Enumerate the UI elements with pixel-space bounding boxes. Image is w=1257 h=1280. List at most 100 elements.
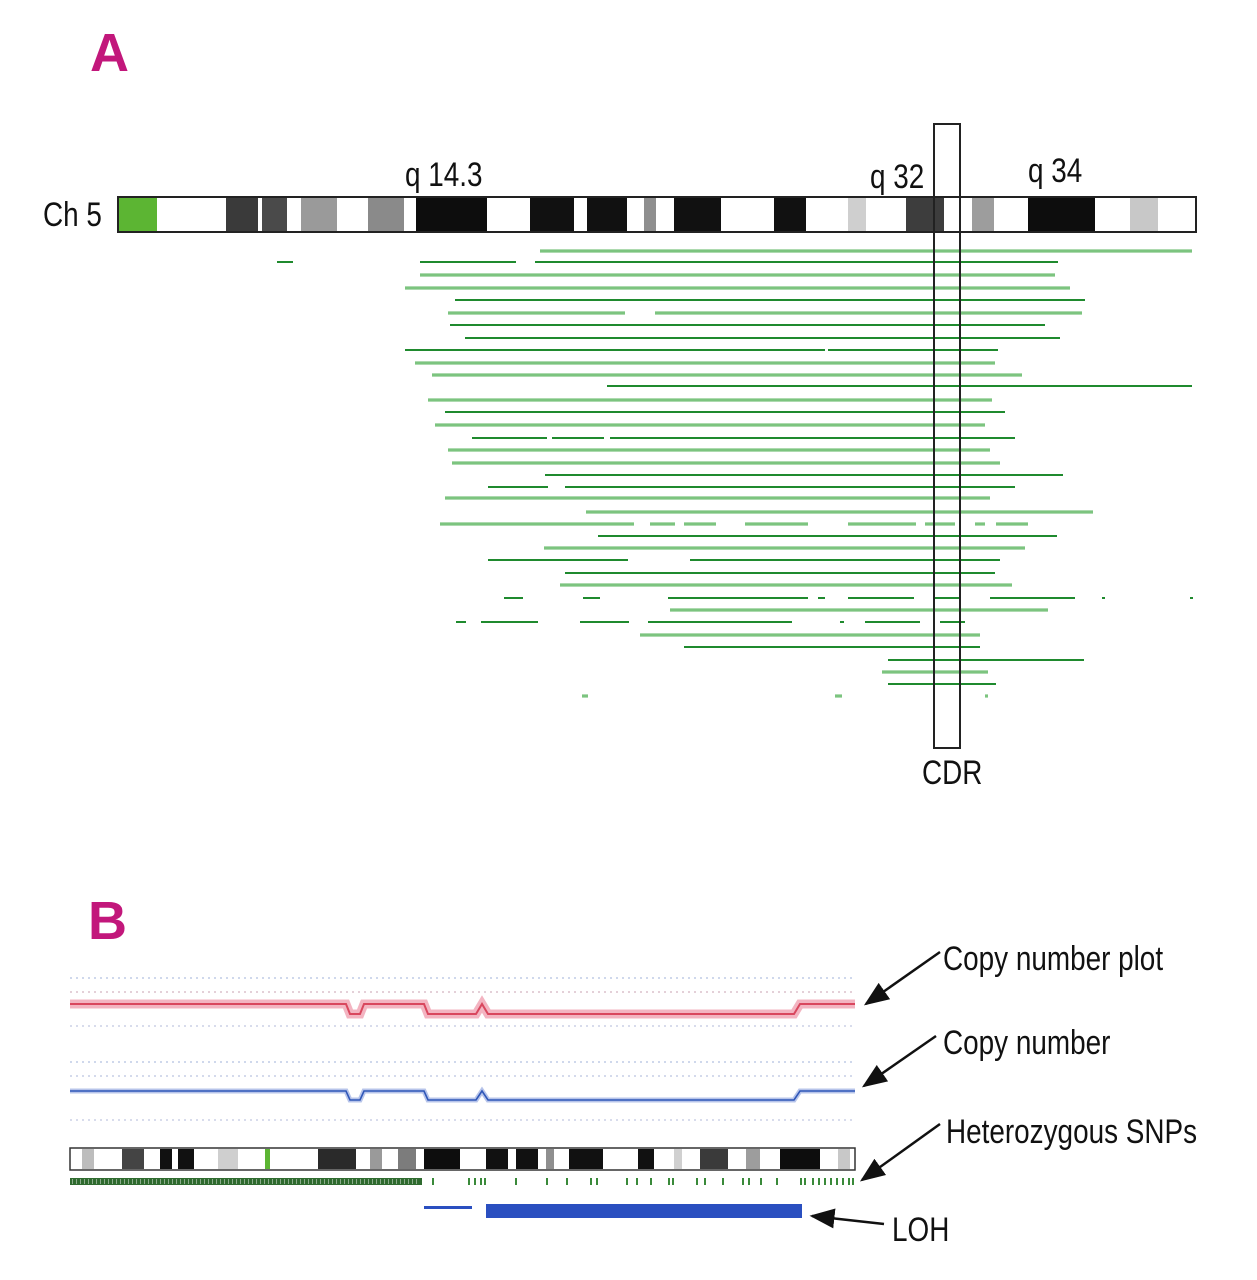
snp-tick [842, 1178, 844, 1185]
band [774, 198, 806, 231]
snp-gap [396, 1179, 397, 1184]
snp-gap [220, 1179, 221, 1184]
snp-gap [156, 1179, 157, 1184]
snp-gap [176, 1179, 177, 1184]
snp-gap [332, 1179, 333, 1184]
band [122, 1149, 144, 1169]
snp-gap [228, 1179, 229, 1184]
band [82, 1149, 94, 1169]
band [218, 1149, 238, 1169]
snp-gap [284, 1179, 285, 1184]
arrow-copy-number [861, 1034, 937, 1088]
band [780, 1149, 820, 1169]
snp-gap [72, 1179, 73, 1184]
snp-gap [296, 1179, 297, 1184]
snp-gap [312, 1179, 313, 1184]
chromosome-ideogram-b [69, 1147, 856, 1171]
band [700, 1149, 728, 1169]
snp-gap [188, 1179, 189, 1184]
snp-gap [224, 1179, 225, 1184]
snp-tick [742, 1178, 744, 1185]
snp-gap [400, 1179, 401, 1184]
snp-gap [252, 1179, 253, 1184]
snp-tick [590, 1178, 592, 1185]
snp-gap [300, 1179, 301, 1184]
snp-gap [136, 1179, 137, 1184]
snp-gap [148, 1179, 149, 1184]
copy-number-plot-track [70, 977, 855, 1027]
snp-gap [164, 1179, 165, 1184]
snp-gap [144, 1179, 145, 1184]
snp-gap [132, 1179, 133, 1184]
panel-b-letter: B [88, 891, 127, 951]
snp-gap [128, 1179, 129, 1184]
band [587, 198, 627, 231]
snp-gap [276, 1179, 277, 1184]
snp-gap [200, 1179, 201, 1184]
snp-gap [248, 1179, 249, 1184]
snp-gap [380, 1179, 381, 1184]
band [226, 198, 258, 231]
arrow-loh [809, 1208, 885, 1229]
snp-gap [392, 1179, 393, 1184]
snp-tick [636, 1178, 638, 1185]
band [160, 1149, 172, 1169]
loh-label: LOH [892, 1211, 950, 1249]
snp-gap [244, 1179, 245, 1184]
snp-tick [515, 1178, 517, 1185]
band [1028, 198, 1095, 231]
snp-tick [818, 1178, 820, 1185]
snp-gap [352, 1179, 353, 1184]
band [318, 1149, 356, 1169]
band [746, 1149, 760, 1169]
snp-gap [180, 1179, 181, 1184]
snp-gap [280, 1179, 281, 1184]
snp-gap [96, 1179, 97, 1184]
snp-gap [412, 1179, 413, 1184]
band [530, 198, 574, 231]
band [516, 1149, 538, 1169]
snp-gap [328, 1179, 329, 1184]
snp-gap [160, 1179, 161, 1184]
loh-bar [486, 1204, 802, 1218]
band [644, 198, 656, 231]
snp-tick [432, 1178, 434, 1185]
snp-gap [88, 1179, 89, 1184]
snp-tick [650, 1178, 652, 1185]
snp-gap [376, 1179, 377, 1184]
heterozygous-snps-label: Heterozygous SNPs [946, 1113, 1198, 1151]
snp-tick [668, 1178, 670, 1185]
snp-tick [776, 1178, 778, 1185]
snp-tick [696, 1178, 698, 1185]
band [674, 198, 721, 231]
centromere-band-b [265, 1149, 270, 1169]
band [638, 1149, 654, 1169]
snp-gap [320, 1179, 321, 1184]
snp-gap [304, 1179, 305, 1184]
snp-gap [212, 1179, 213, 1184]
snp-gap [92, 1179, 93, 1184]
snp-gap [408, 1179, 409, 1184]
snp-tick [704, 1178, 706, 1185]
snp-gap [316, 1179, 317, 1184]
band [424, 1149, 460, 1169]
snp-gap [348, 1179, 349, 1184]
snp-gap [196, 1179, 197, 1184]
snp-gap [184, 1179, 185, 1184]
copy-number-plot-label: Copy number plot [943, 940, 1164, 978]
snp-gap [364, 1179, 365, 1184]
snp-tick [722, 1178, 724, 1185]
snp-tick [672, 1178, 674, 1185]
snp-gap [324, 1179, 325, 1184]
band [569, 1149, 603, 1169]
band [178, 1149, 194, 1169]
snp-tick [626, 1178, 628, 1185]
snp-gap [240, 1179, 241, 1184]
band [972, 198, 994, 231]
band [838, 1149, 850, 1169]
snp-tick [480, 1178, 482, 1185]
deletion-segments [277, 249, 1193, 698]
snp-gap [232, 1179, 233, 1184]
snp-tick [824, 1178, 826, 1185]
